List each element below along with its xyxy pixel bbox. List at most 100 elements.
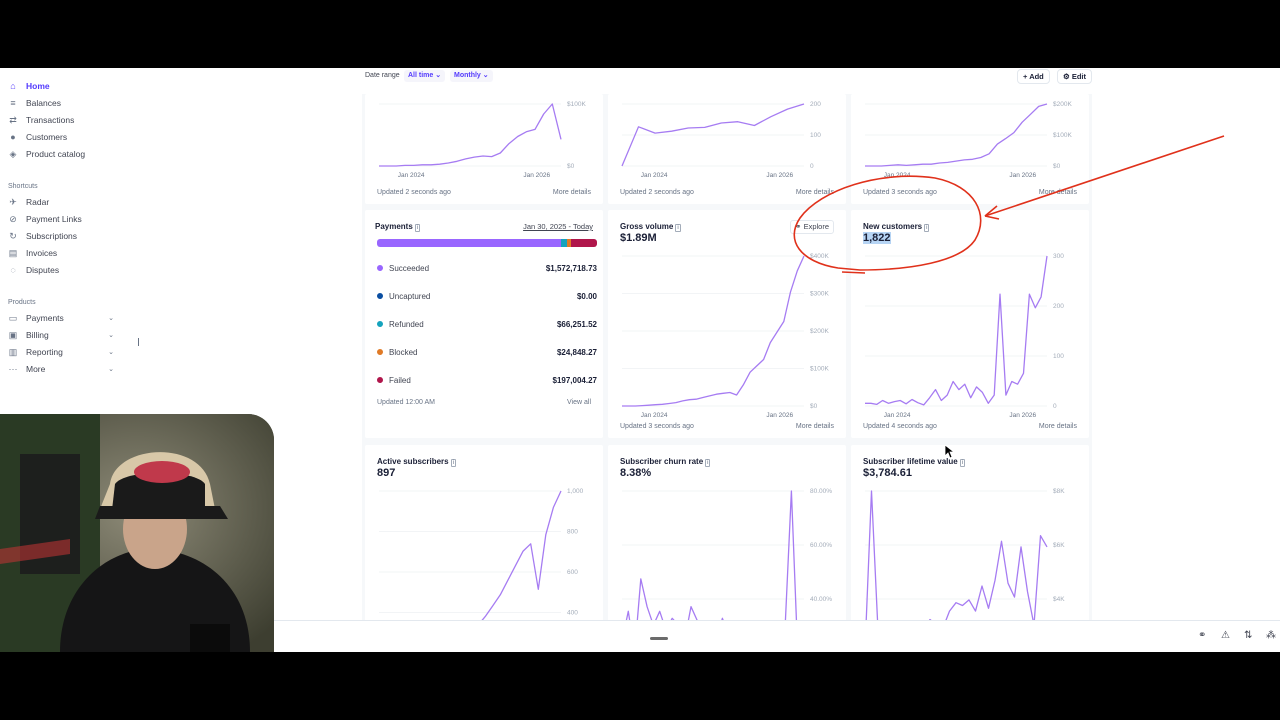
sidebar-item-label: Product catalog — [26, 149, 86, 159]
updated-text: Updated 3 seconds ago — [620, 423, 694, 430]
y-tick-label: 800 — [567, 529, 578, 536]
bar-segment-refunded — [561, 239, 567, 247]
y-tick-label: 40.00% — [810, 596, 832, 603]
chevron-down-icon: ⌄ — [108, 366, 114, 373]
payment-status-row[interactable]: Refunded $66,251.52 — [377, 318, 597, 330]
chevron-down-icon: ⌄ — [108, 315, 114, 322]
y-tick-label: $300K — [810, 291, 829, 298]
binoculars-icon: ⚭ — [795, 222, 802, 231]
sidebar-item-payments[interactable]: ▭ Payments ⌄ — [8, 310, 128, 326]
more-details-link[interactable]: More details — [1038, 189, 1077, 196]
payments-breakdown-bar — [377, 239, 597, 247]
resize-handle[interactable] — [138, 338, 139, 346]
y-tick-label: 600 — [567, 569, 578, 576]
card-title-text: Subscriber churn rate — [620, 457, 704, 466]
customers-icon: ● — [10, 132, 16, 142]
line-chart: 0 100 200 Jan 2024 Jan 2026 — [621, 101, 821, 179]
balances-icon: ≡ — [10, 98, 16, 108]
date-range-select[interactable]: All time ⌄ — [404, 70, 446, 82]
sidebar-item-reporting[interactable]: ▥ Reporting ⌄ — [8, 344, 128, 360]
more-details-link[interactable]: More details — [1038, 423, 1077, 430]
sidebar-item-billing[interactable]: ▣ Billing ⌄ — [8, 327, 128, 343]
status-dot — [377, 265, 383, 271]
payments-icon: ▭ — [8, 313, 18, 323]
invoice-icon: ▤ — [8, 248, 18, 258]
sidebar-item-transactions[interactable]: ⇄ Transactions — [8, 112, 74, 128]
sidebar-item-home[interactable]: ⌂ Home — [8, 78, 49, 94]
updated-text: Updated 2 seconds ago — [620, 189, 694, 196]
y-tick-label: $400K — [810, 253, 829, 260]
status-dot — [377, 321, 383, 327]
status-dot — [377, 377, 383, 383]
warning-icon[interactable]: ⚠ — [1221, 630, 1230, 641]
y-tick-label: 200 — [1053, 303, 1064, 310]
new-customers-card[interactable]: New customers i 1,822 0 100 200 300 Jan 2024 J… — [851, 210, 1089, 438]
subscriptions-icon: ↻ — [9, 231, 17, 241]
shortcuts-heading: Shortcuts — [8, 183, 38, 190]
add-button[interactable]: + Add — [1017, 69, 1050, 84]
sidebar-item-product-catalog[interactable]: ◈ Product catalog — [8, 146, 86, 162]
metric-card[interactable]: $0 $100K Jan 2024 Jan 2026 Updated 2 second… — [365, 94, 603, 204]
more-details-link[interactable]: More details — [795, 189, 834, 196]
sidebar-item-more[interactable]: ··· More ⌄ — [8, 361, 128, 377]
y-tick-label: 0 — [810, 163, 814, 170]
x-tick-label: Jan 2026 — [523, 172, 550, 179]
more-details-link[interactable]: More details — [795, 423, 834, 430]
status-label: Failed — [389, 375, 411, 385]
sidebar-item-balances[interactable]: ≡ Balances — [8, 95, 61, 111]
edit-button[interactable]: ⚙ Edit — [1057, 69, 1092, 84]
x-tick-label: Jan 2026 — [766, 412, 793, 419]
payments-card[interactable]: Payments i Jan 30, 2025 - Today Succeeded… — [365, 210, 603, 438]
sidebar-item-label: Radar — [26, 197, 50, 207]
sidebar-item-radar[interactable]: ✈ Radar — [8, 194, 49, 210]
date-range-link[interactable]: Jan 30, 2025 - Today — [523, 222, 593, 231]
line-chart: $0 $100K Jan 2024 Jan 2026 — [379, 101, 586, 179]
sidebar-item-label: Invoices — [26, 248, 58, 258]
sidebar-item-payment-links[interactable]: ⊘ Payment Links — [8, 211, 82, 227]
card-title: New customers i — [863, 222, 930, 232]
explore-button[interactable]: ⚭ Explore — [790, 220, 834, 234]
disputes-icon: ◌ — [10, 265, 16, 275]
sidebar-item-invoices[interactable]: ▤ Invoices — [8, 245, 57, 261]
card-title: Active subscribers i — [377, 457, 456, 467]
y-tick-label: 60.00% — [810, 542, 832, 549]
status-dot — [377, 293, 383, 299]
payment-status-row[interactable]: Succeeded $1,572,718.73 — [377, 262, 597, 274]
series-line — [621, 103, 805, 167]
reporting-icon: ▥ — [8, 347, 18, 357]
active-subscribers-card[interactable]: Active subscribers i 897 200 400 600 800 1,00… — [365, 445, 603, 652]
sidebar-item-label: Customers — [26, 132, 68, 142]
info-icon: i — [414, 224, 421, 232]
updated-text: Updated 12:00 AM — [377, 399, 435, 406]
sidebar-item-label: Subscriptions — [26, 231, 78, 241]
y-tick-label: $100K — [1053, 132, 1072, 139]
presenter-video — [0, 414, 274, 652]
metric-card[interactable]: 0 100 200 Jan 2024 Jan 2026 Updated 2 second… — [608, 94, 846, 204]
drag-handle[interactable] — [650, 637, 668, 640]
home-icon: ⌂ — [10, 81, 16, 91]
x-tick-label: Jan 2026 — [1009, 172, 1036, 179]
payment-status-row[interactable]: Blocked $24,848.27 — [377, 346, 597, 358]
metric-card[interactable]: $0 $100K $200K Jan 2024 Jan 2026 Updated 3 s… — [851, 94, 1089, 204]
status-value: $24,848.27 — [556, 347, 597, 357]
interval-select[interactable]: Monthly ⌄ — [450, 70, 493, 82]
y-tick-label: $8K — [1053, 488, 1065, 495]
view-all-link[interactable]: View all — [567, 399, 591, 406]
payment-status-row[interactable]: Failed $197,004.27 — [377, 374, 597, 386]
binoculars-icon[interactable]: ⚭ — [1198, 630, 1207, 641]
payment-status-row[interactable]: Uncaptured $0.00 — [377, 290, 597, 302]
status-dot — [377, 349, 383, 355]
more-details-link[interactable]: More details — [552, 189, 591, 196]
date-range-label: Date range — [365, 72, 400, 79]
card-value: $1.89M — [620, 232, 657, 244]
sidebar-item-customers[interactable]: ● Customers — [8, 129, 67, 145]
x-tick-label: Jan 2024 — [398, 172, 425, 179]
card-value: $3,784.61 — [863, 467, 912, 479]
y-tick-label: 100 — [1053, 353, 1064, 360]
sidebar-item-disputes[interactable]: ◌ Disputes — [8, 262, 59, 278]
nodes-icon[interactable]: ⁂ — [1266, 630, 1276, 641]
gross-volume-card[interactable]: Gross volume i $1.89M ⚭ Explore $0 $100K $2… — [608, 210, 846, 438]
sort-icon[interactable]: ⇅ — [1244, 630, 1253, 641]
y-tick-label: 200 — [810, 101, 821, 108]
sidebar-item-subscriptions[interactable]: ↻ Subscriptions — [8, 228, 77, 244]
